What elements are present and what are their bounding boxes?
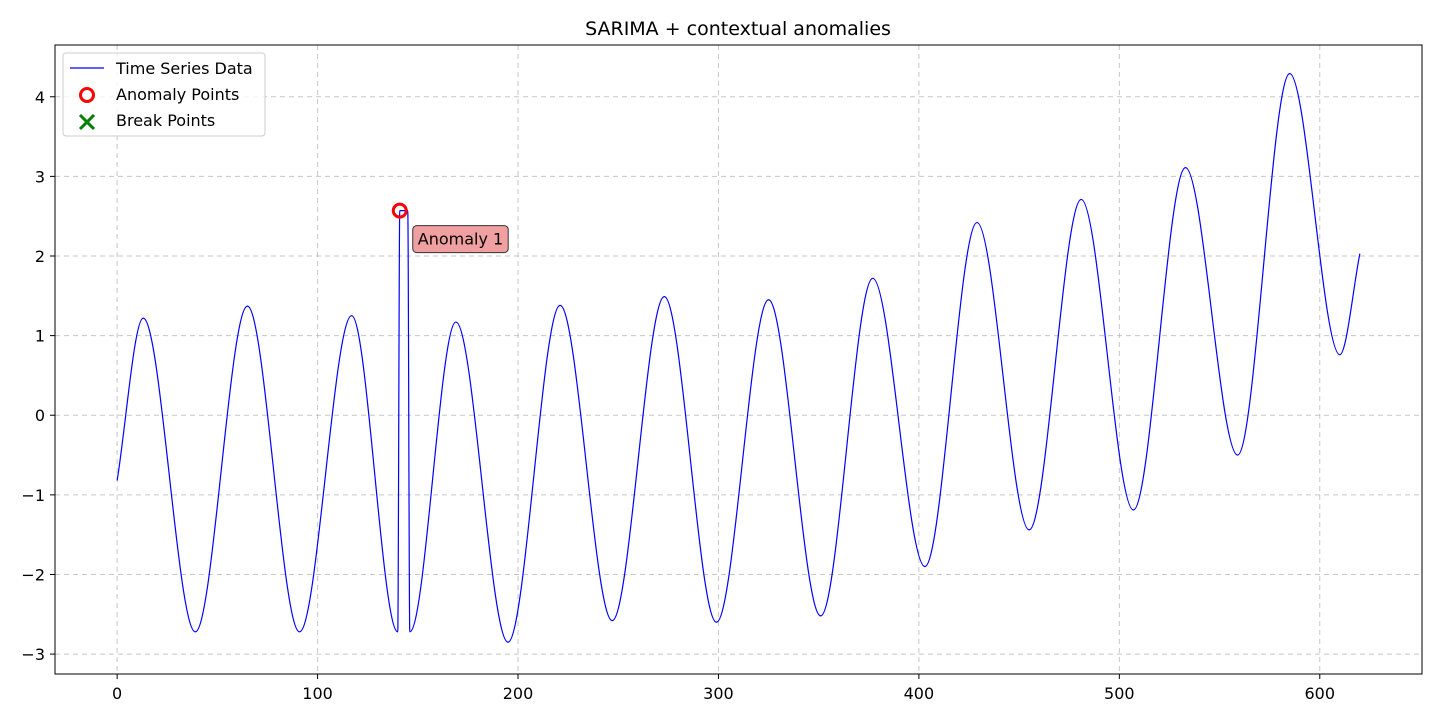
x-tick-label: 200 bbox=[503, 684, 534, 703]
x-tick-label: 300 bbox=[703, 684, 734, 703]
y-tick-label: 0 bbox=[35, 406, 45, 425]
series-layer bbox=[116, 73, 1361, 643]
legend: Time Series Data Anomaly Points Break Po… bbox=[62, 52, 266, 137]
plot-frame bbox=[54, 44, 1423, 675]
x-tick-label: 0 bbox=[112, 684, 122, 703]
annotation-layer: Anomaly 1 bbox=[412, 225, 509, 254]
y-tick-label: −1 bbox=[21, 486, 45, 505]
x-tick-label: 100 bbox=[302, 684, 333, 703]
grid-layer bbox=[55, 45, 1422, 674]
annotation-box bbox=[412, 225, 509, 254]
marker-layer bbox=[391, 202, 408, 219]
x-tick-label: 500 bbox=[1104, 684, 1135, 703]
x-tick-label: 400 bbox=[904, 684, 935, 703]
y-tick-label: −3 bbox=[21, 645, 45, 664]
y-tick-label: 3 bbox=[35, 167, 45, 186]
time-series-line bbox=[116, 73, 1361, 643]
y-tick-label: 4 bbox=[35, 88, 45, 107]
y-tick-label: 2 bbox=[35, 247, 45, 266]
legend-label-break-points: Break Points bbox=[116, 111, 215, 130]
y-tick-label: 1 bbox=[35, 327, 45, 346]
legend-anomaly-marker-icon bbox=[79, 87, 95, 103]
y-tick-label: −2 bbox=[21, 565, 45, 584]
annotation-label: Anomaly 1 bbox=[418, 230, 503, 249]
legend-label-time-series: Time Series Data bbox=[115, 59, 253, 78]
x-tick-label: 600 bbox=[1305, 684, 1336, 703]
legend-frame bbox=[62, 52, 266, 137]
chart-title: SARIMA + contextual anomalies bbox=[585, 18, 891, 40]
legend-label-anomaly-points: Anomaly Points bbox=[116, 85, 239, 104]
legend-break-marker-icon bbox=[78, 113, 96, 131]
anomaly-point-marker bbox=[391, 202, 408, 219]
anomaly-annotation: Anomaly 1 bbox=[412, 225, 509, 254]
axis-layer: 0 100 200 300 400 500 600 −3 −2 −1 0 1 2 3 4 bbox=[21, 88, 1335, 703]
